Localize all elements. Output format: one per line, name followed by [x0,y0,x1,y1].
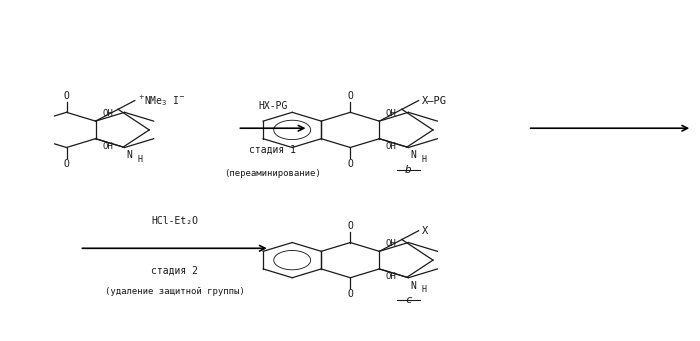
Text: HCl-Et₂O: HCl-Et₂O [151,216,198,226]
Text: H: H [421,285,426,294]
Text: c: c [405,295,412,305]
Text: b: b [405,165,412,175]
Text: H: H [137,154,142,163]
Text: O: O [64,159,69,169]
Text: H: H [421,154,426,163]
Text: HX-PG: HX-PG [258,101,288,111]
Text: O: O [64,91,69,101]
Text: стадия 1: стадия 1 [249,145,297,155]
Text: OH: OH [102,142,113,151]
Text: OH: OH [386,272,396,281]
Text: O: O [347,91,354,101]
Text: OH: OH [386,142,396,151]
Text: $^{+}$NMe$_3$ I$^{-}$: $^{+}$NMe$_3$ I$^{-}$ [138,93,186,108]
Text: N: N [127,150,132,161]
Text: стадия 2: стадия 2 [151,265,198,275]
Text: (переаминирование): (переаминирование) [225,169,321,178]
Text: X: X [422,226,428,236]
Text: O: O [347,159,354,169]
Text: N: N [410,150,416,161]
Text: O: O [347,289,354,299]
Text: OH: OH [386,239,396,248]
Text: (удаление защитной группы): (удаление защитной группы) [105,287,244,296]
Text: OH: OH [386,109,396,118]
Text: N: N [410,281,416,291]
Text: X—PG: X—PG [422,95,447,105]
Text: O: O [347,221,354,231]
Text: OH: OH [102,109,113,118]
